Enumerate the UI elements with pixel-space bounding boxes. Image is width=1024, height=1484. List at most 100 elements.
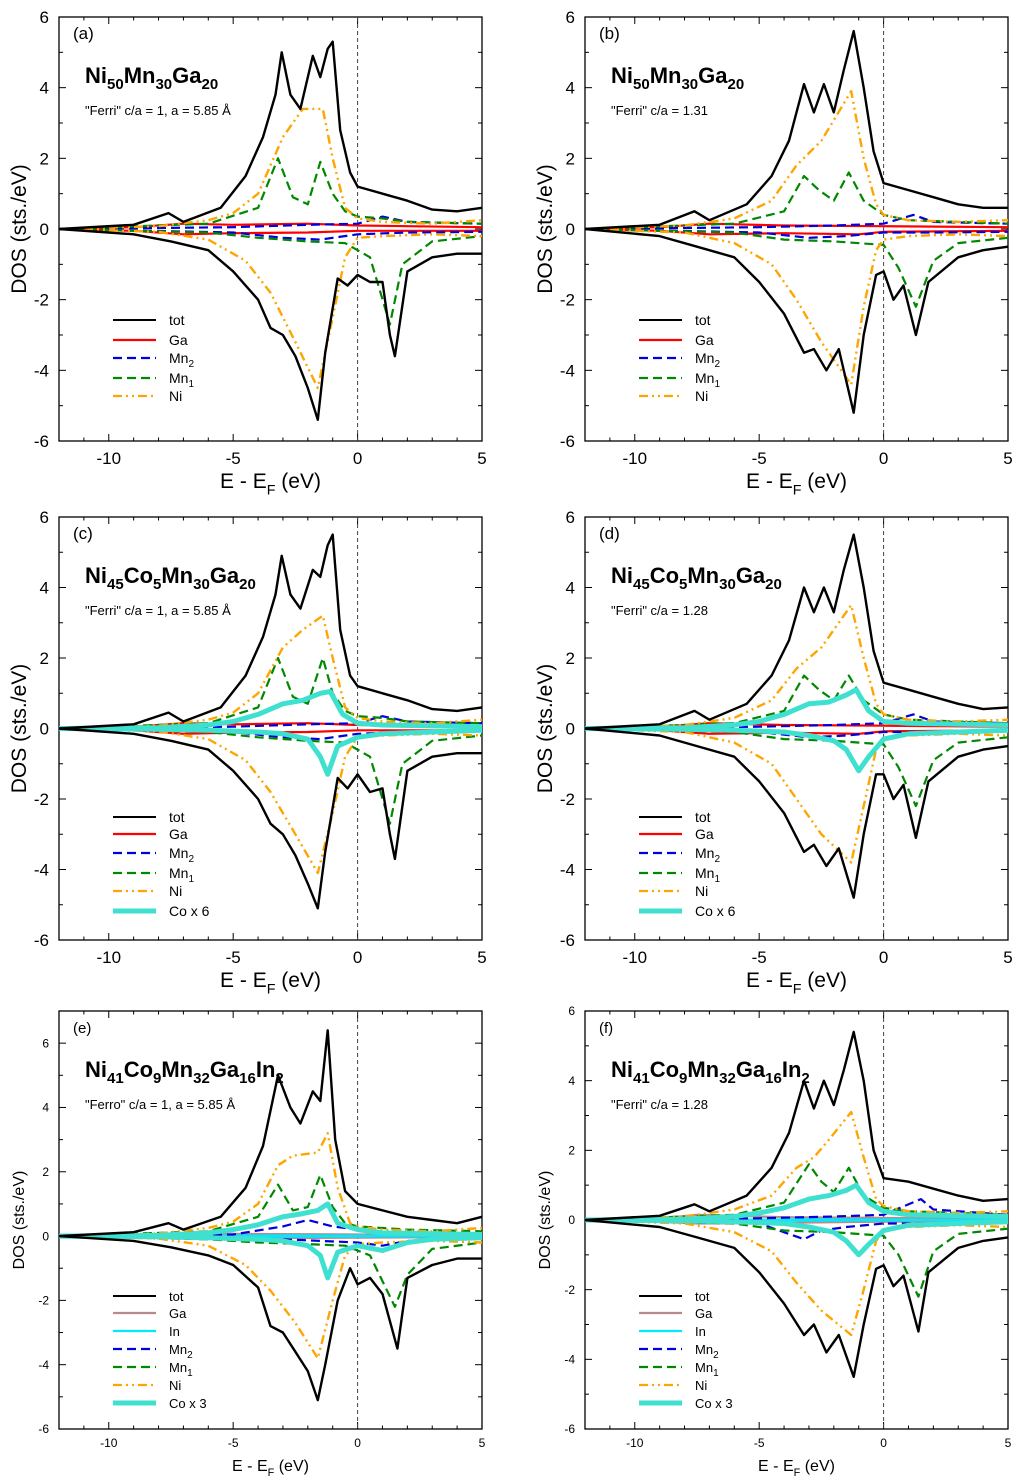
- y-tick-label: -6: [34, 432, 49, 451]
- y-tick-label: 4: [568, 1074, 575, 1088]
- panel-title: Ni50Mn30Ga20: [611, 63, 744, 93]
- dos-curve-mn2-dn: [58, 227, 483, 241]
- legend-label-tot: tot: [695, 809, 711, 825]
- dos-curve-co-up: [58, 1201, 483, 1239]
- x-tick-label: -10: [96, 948, 121, 967]
- panel-title: Ni45Co5Mn30Ga20: [611, 563, 782, 593]
- x-tick-label: -10: [100, 1436, 118, 1450]
- y-tick-label: 6: [566, 8, 575, 27]
- y-tick-label: -4: [564, 1353, 575, 1367]
- x-axis-label: E - EF (eV): [220, 470, 321, 498]
- y-axis-label: DOS (sts./eV): [534, 664, 557, 794]
- panel-subtitle: "Ferri" c/a = 1.28: [611, 603, 708, 618]
- dos-curve-co-dn: [584, 726, 1009, 774]
- legend-label-co: Co x 3: [169, 1396, 207, 1411]
- y-axis-label: DOS (sts./eV): [534, 164, 557, 294]
- x-tick-label: 5: [1003, 449, 1012, 468]
- panel-title: Ni41Co9Mn32Ga16In2: [611, 1057, 810, 1087]
- x-axis-label: E - EF (eV): [758, 1458, 835, 1479]
- x-tick-label: 0: [353, 948, 362, 967]
- y-tick-label: 0: [566, 220, 575, 239]
- dos-curve-mn1-dn: [58, 727, 483, 825]
- legend-label-co: Co x 3: [695, 1396, 733, 1411]
- dos-curve-tot-up: [584, 1030, 1009, 1222]
- dos-curve-tot-dn: [584, 727, 1009, 899]
- panel-label: (b): [599, 24, 620, 43]
- y-tick-label: -6: [38, 1422, 49, 1436]
- dos-curve-co-up: [58, 689, 483, 731]
- y-tick-label: -2: [564, 1283, 575, 1297]
- y-tick-label: 2: [566, 149, 575, 168]
- y-tick-label: 4: [566, 578, 575, 597]
- legend-label-tot: tot: [169, 1289, 184, 1304]
- legend-label-in: In: [169, 1324, 180, 1339]
- x-tick-label: -10: [96, 449, 121, 468]
- dos-curve-ni-up: [58, 107, 483, 231]
- dos-curve-co-up: [584, 1182, 1009, 1223]
- legend-label-ni: Ni: [695, 388, 708, 404]
- y-tick-label: -2: [34, 790, 49, 809]
- dos-curve-tot-dn: [584, 1218, 1009, 1378]
- legend-label-ni: Ni: [169, 883, 182, 899]
- x-tick-label: -5: [228, 1436, 239, 1450]
- y-axis-label: DOS (sts./eV): [8, 664, 31, 794]
- y-tick-label: 2: [568, 1144, 575, 1158]
- x-tick-label: -5: [754, 1436, 765, 1450]
- y-tick-label: -4: [34, 361, 49, 380]
- panel-subtitle: "Ferri" c/a = 1.28: [611, 1097, 708, 1112]
- y-tick-label: 2: [40, 649, 49, 668]
- dos-curve-mn2-dn: [584, 227, 1009, 239]
- y-tick-label: 6: [566, 508, 575, 527]
- x-tick-label: 0: [880, 1436, 887, 1450]
- y-tick-label: 0: [42, 1229, 49, 1243]
- x-tick-label: -5: [226, 948, 241, 967]
- dos-curve-mn1-dn: [584, 1218, 1009, 1298]
- dos-curve-mn1-up: [58, 1173, 483, 1238]
- y-tick-label: 6: [42, 1036, 49, 1050]
- x-tick-label: 5: [1005, 1436, 1012, 1450]
- dos-curve-co-up: [584, 687, 1009, 731]
- x-axis-label: E - EF (eV): [746, 470, 847, 498]
- panel-label: (f): [599, 1020, 613, 1037]
- dos-panel-d: -6 -4 -2 0 2 4 6 -10 -5 0 5 E - EF (eV) DOS (sts./eV…: [534, 508, 1013, 997]
- legend-label-ga: Ga: [169, 332, 188, 348]
- dos-panel-c: -6 -4 -2 0 2 4 6 -10 -5 0 5 E - EF (eV) DOS (sts./eV…: [8, 508, 487, 997]
- legend-label-ni: Ni: [695, 883, 708, 899]
- y-tick-label: -6: [564, 1422, 575, 1436]
- legend-label-ga: Ga: [695, 1306, 713, 1321]
- legend-label-tot: tot: [695, 1289, 710, 1304]
- panel-subtitle: "Ferri" c/a = 1, a = 5.85 Å: [85, 603, 231, 618]
- y-tick-label: -2: [560, 790, 575, 809]
- panel-label: (c): [73, 524, 93, 543]
- legend-label-mn1: Mn1: [169, 865, 194, 885]
- dos-curve-co-dn: [58, 726, 483, 777]
- dos-curve-ni-dn: [58, 227, 483, 390]
- legend-label-tot: tot: [169, 312, 185, 328]
- dos-curve-tot-up: [58, 533, 483, 730]
- dos-curve-tot-up: [58, 40, 483, 231]
- dos-curve-tot-dn: [58, 227, 482, 421]
- dos-curve-tot-dn: [58, 727, 482, 910]
- legend-label-ga: Ga: [169, 826, 188, 842]
- legend-label-mn2: Mn2: [169, 845, 194, 865]
- y-tick-label: 0: [40, 719, 49, 738]
- dos-curve-ni-up: [584, 90, 1009, 231]
- legend-label-mn2: Mn2: [695, 1342, 719, 1361]
- panel-subtitle: "Ferri" c/a = 1, a = 5.85 Å: [85, 103, 231, 118]
- legend-label-co: Co x 6: [695, 903, 736, 919]
- panel-label: (e): [73, 1020, 91, 1037]
- dos-curve-mn2-up: [584, 1198, 1009, 1222]
- legend-label-mn2: Mn2: [695, 845, 720, 865]
- dos-curve-ni-up: [584, 603, 1009, 730]
- y-axis-label: DOS (sts./eV): [11, 1171, 28, 1270]
- dos-curve-ni-up: [58, 1132, 483, 1238]
- panel-title: Ni45Co5Mn30Ga20: [85, 563, 256, 593]
- dos-curve-tot-dn: [58, 1234, 482, 1402]
- legend-label-tot: tot: [695, 312, 711, 328]
- legend-label-mn1: Mn1: [169, 1360, 193, 1379]
- x-tick-label: -5: [226, 449, 241, 468]
- y-axis-label: DOS (sts./eV): [8, 164, 31, 294]
- y-tick-label: -4: [560, 860, 575, 879]
- legend-label-ga: Ga: [169, 1306, 187, 1321]
- x-tick-label: 0: [354, 1436, 361, 1450]
